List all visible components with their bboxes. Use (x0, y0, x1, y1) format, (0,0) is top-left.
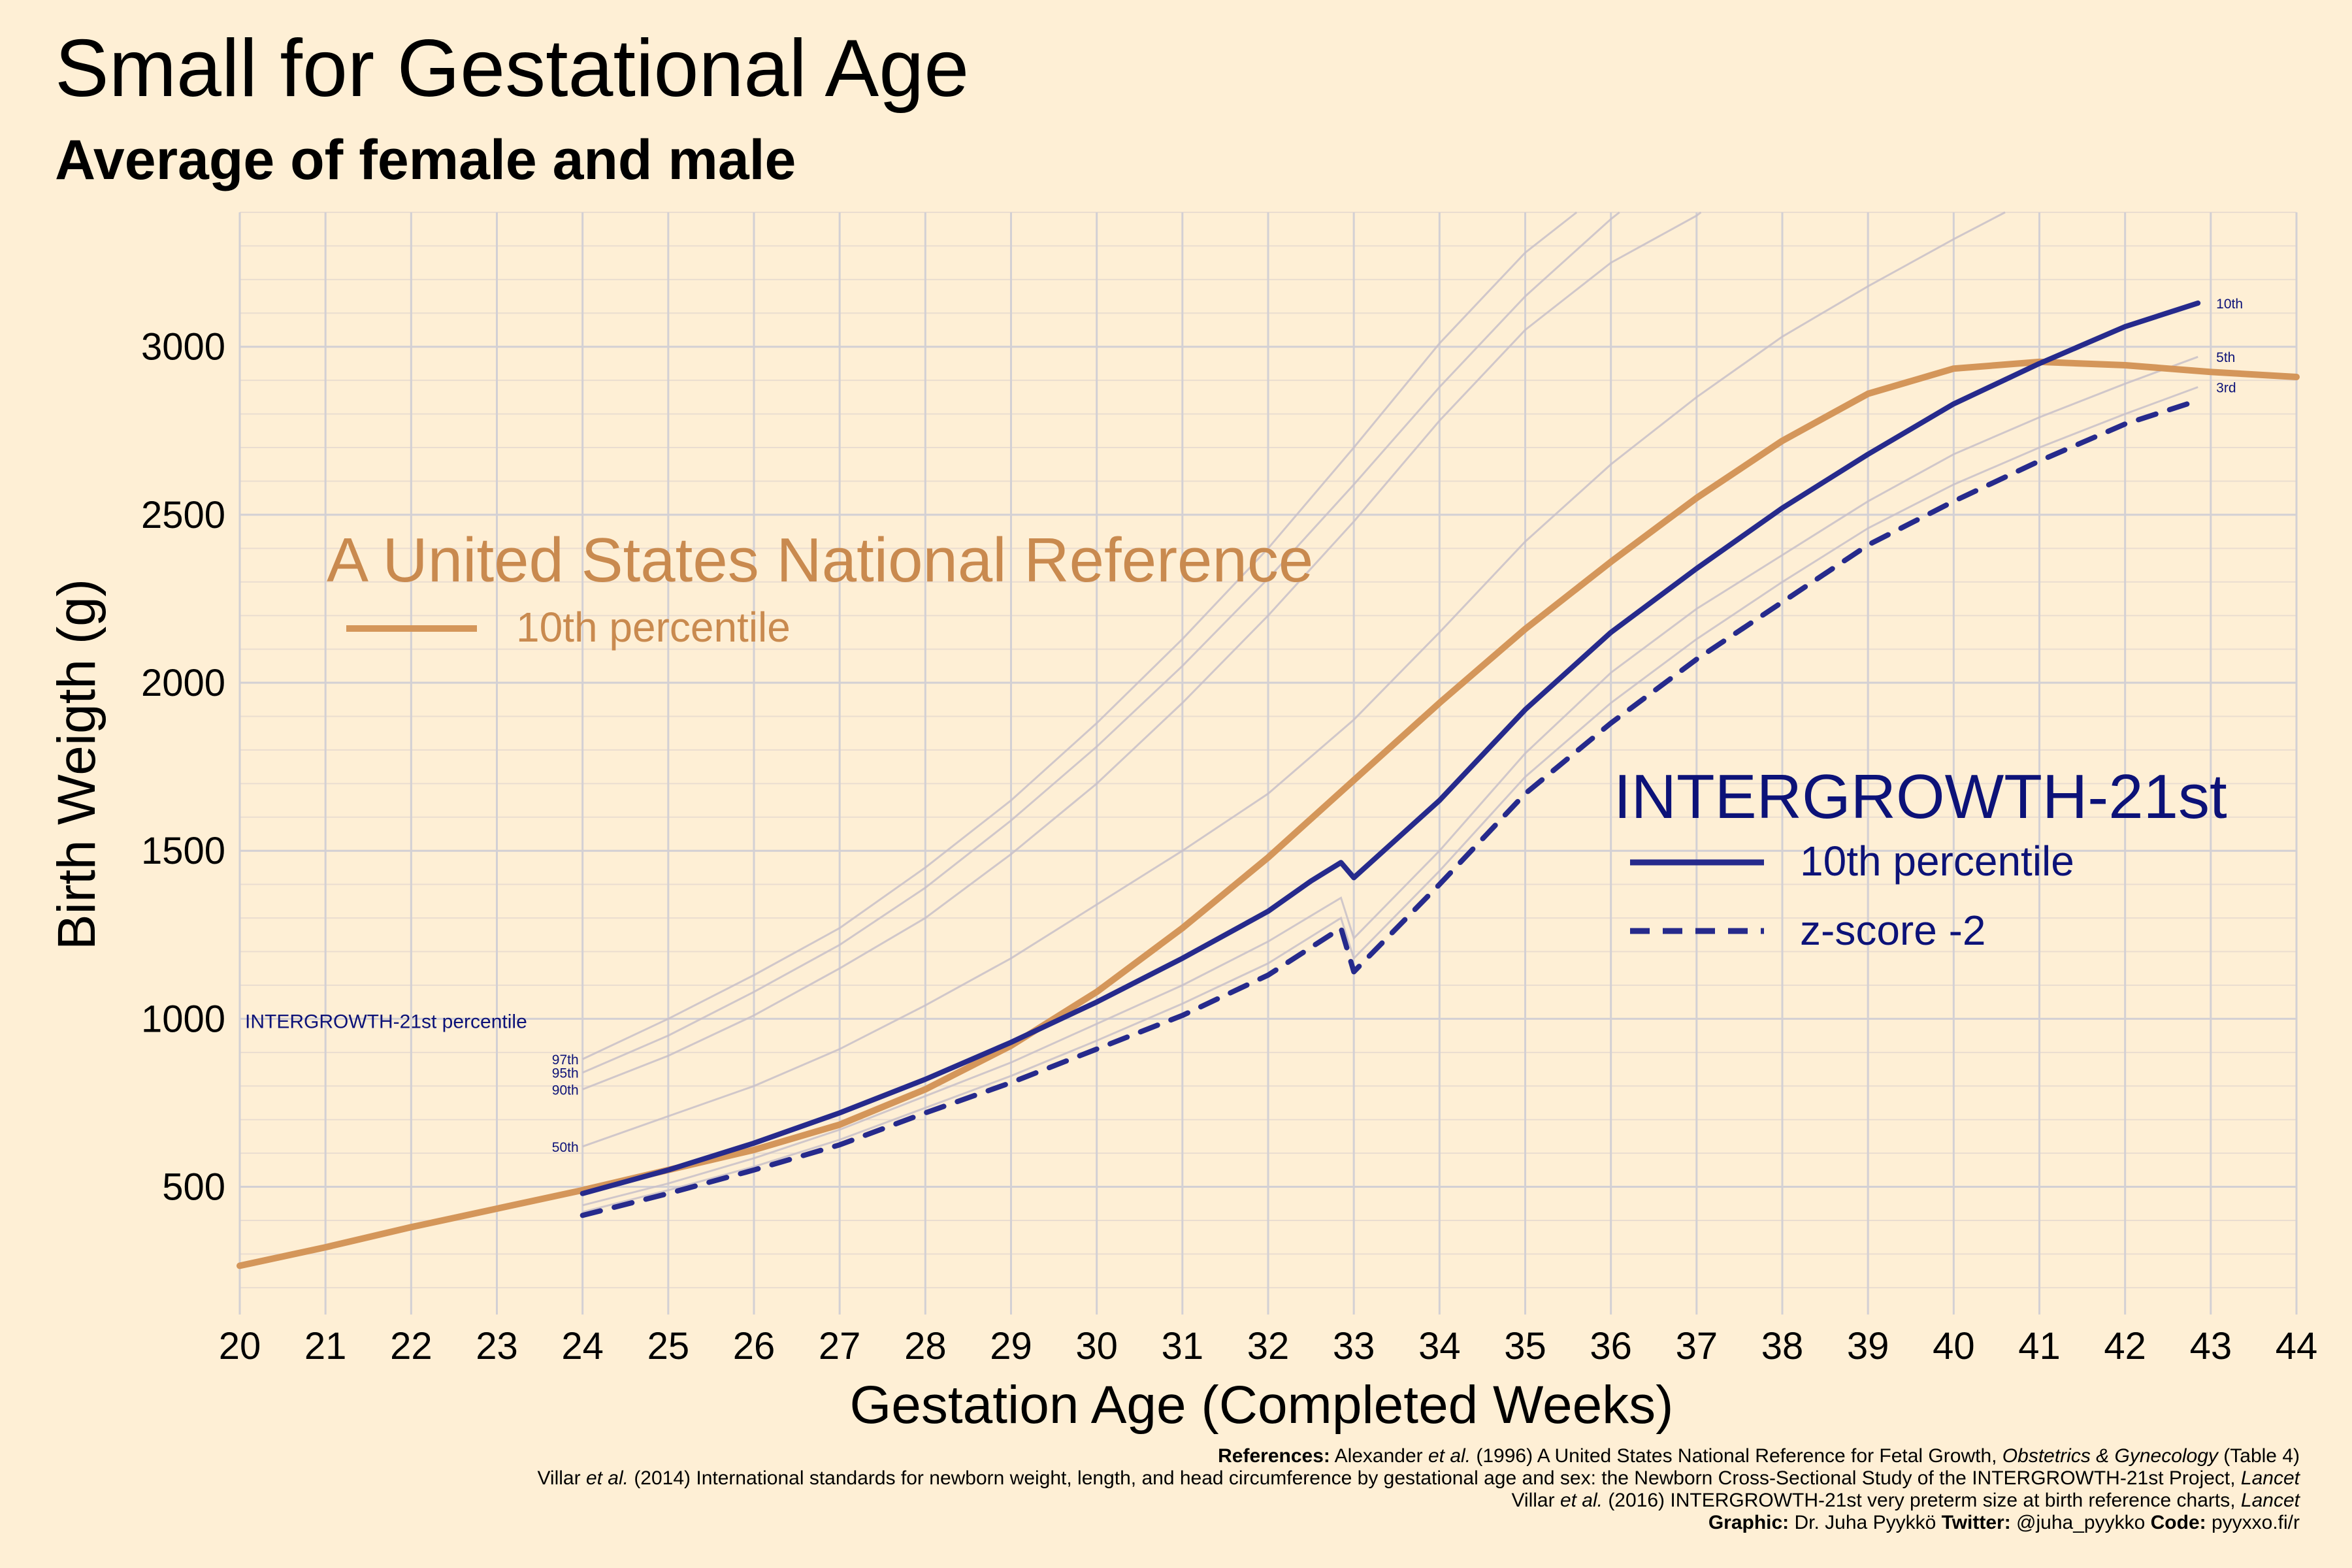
page-subtitle: Average of female and male (55, 129, 796, 191)
y-tick-label: 1500 (141, 830, 225, 872)
series-line-2 (580, 398, 2201, 1218)
percentile-line-5th (582, 355, 2198, 1207)
us-legend-title: A United States National Reference (327, 525, 1313, 595)
x-tick-label: 42 (2104, 1325, 2146, 1367)
x-tick-label: 26 (733, 1325, 776, 1367)
y-tick-label: 3000 (141, 326, 225, 368)
series-line-1 (580, 300, 2201, 1196)
x-tick-label: 35 (1504, 1325, 1546, 1367)
percentile-heading: INTERGROWTH-21st percentile (245, 1011, 527, 1032)
x-tick-label: 38 (1761, 1325, 1804, 1367)
x-tick-label: 39 (1847, 1325, 1889, 1367)
x-tick-label: 33 (1333, 1325, 1375, 1367)
percentile-label-90th: 90th (552, 1083, 579, 1098)
x-tick-label: 34 (1418, 1325, 1461, 1367)
percentile-line-50th (582, 211, 2006, 1148)
x-tick-label: 32 (1247, 1325, 1290, 1367)
percentile-label-10th: 10th (2216, 297, 2243, 312)
y-tick-label: 2500 (141, 494, 225, 536)
percentile-line-90th (582, 211, 1702, 1090)
us-legend-item: 10th percentile (516, 604, 791, 651)
chart-legends: A United States National Reference 10th p… (327, 525, 2227, 954)
x-tick-label: 29 (990, 1325, 1032, 1367)
x-tick-label: 30 (1075, 1325, 1118, 1367)
intergrowth-legend-item-2: z-score -2 (1800, 907, 1986, 954)
x-tick-label: 31 (1162, 1325, 1204, 1367)
reference-line-3: Villar et al. (2016) INTERGROWTH-21st ve… (1511, 1490, 2300, 1511)
x-tick-label: 20 (219, 1325, 261, 1367)
x-tick-label: 25 (647, 1325, 690, 1367)
percentile-label-5th: 5th (2216, 350, 2235, 365)
x-tick-label: 23 (476, 1325, 518, 1367)
x-tick-label: 27 (819, 1325, 861, 1367)
y-tick-label: 500 (162, 1166, 225, 1209)
reference-line-1: References: Alexander et al. (1996) A Un… (1218, 1445, 2300, 1467)
y-tick-label: 2000 (141, 662, 225, 704)
x-tick-label: 40 (1933, 1325, 1975, 1367)
chart-axes: 20 21 22 23 24 25 26 27 28 29 30 31 32 33 34 35 36 37 38 39… (47, 326, 2317, 1435)
x-tick-label: 22 (390, 1325, 433, 1367)
series-line-0 (237, 358, 2300, 1269)
x-tick-label: 24 (561, 1325, 604, 1367)
x-tick-label: 37 (1676, 1325, 1718, 1367)
x-tick-label: 21 (304, 1325, 347, 1367)
percentile-label-3rd: 3rd (2216, 380, 2236, 395)
y-tick-label: 1000 (141, 998, 225, 1040)
percentile-label-95th: 95th (552, 1066, 579, 1081)
percentile-line-3rd (582, 386, 2198, 1213)
percentile-label-97th: 97th (552, 1053, 579, 1068)
x-tick-label: 44 (2276, 1325, 2318, 1367)
references: References: Alexander et al. (1996) A Un… (537, 1445, 2300, 1534)
intergrowth-legend-item-1: 10th percentile (1800, 838, 2074, 885)
percentile-line-95th (582, 211, 1620, 1074)
percentile-line-97th (582, 211, 1578, 1060)
x-tick-label: 43 (2190, 1325, 2232, 1367)
x-axis-title: Gestation Age (Completed Weeks) (850, 1375, 1674, 1435)
reference-line-2: Villar et al. (2014) International stand… (537, 1467, 2300, 1489)
x-tick-label: 41 (2018, 1325, 2061, 1367)
x-tick-label: 28 (904, 1325, 947, 1367)
intergrowth-legend-title: INTERGROWTH-21st (1614, 762, 2227, 832)
chart-series (237, 211, 2300, 1269)
page-title: Small for Gestational Age (55, 24, 970, 114)
y-axis-title: Birth Weigth (g) (47, 579, 106, 950)
x-tick-label: 36 (1590, 1325, 1632, 1367)
percentile-label-50th: 50th (552, 1140, 579, 1155)
reference-line-4: Graphic: Dr. Juha Pyykkö Twitter: @juha_… (1708, 1512, 2300, 1533)
